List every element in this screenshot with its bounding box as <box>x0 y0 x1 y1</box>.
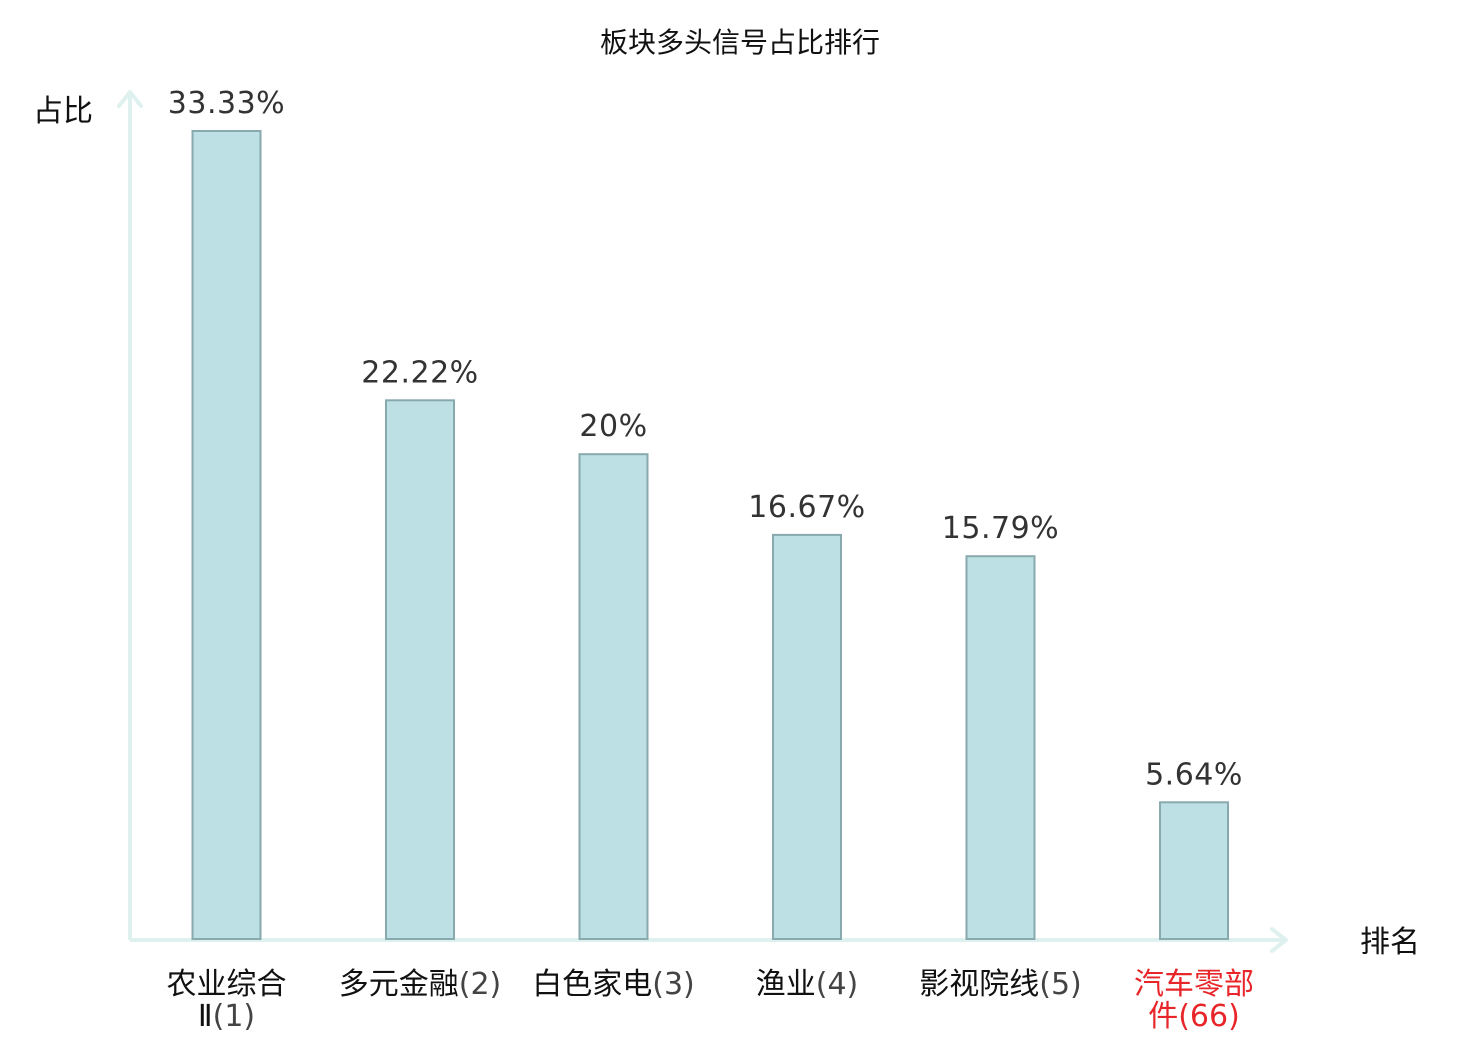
bar-series <box>191 130 1229 941</box>
category-rank: (1) <box>213 999 256 1034</box>
bar-value-label: 5.64% <box>1145 757 1243 792</box>
category-rank: (2) <box>459 967 502 1002</box>
category-rank: (5) <box>1039 967 1082 1002</box>
bar-value-label: 16.67% <box>748 490 865 525</box>
x-tick-label: 农业综合 Ⅱ(1) <box>167 967 287 1034</box>
category-rank: (4) <box>816 967 859 1002</box>
value-labels: 33.33% 22.22% 20% 16.67% 15.79% 5.64% <box>168 86 1243 792</box>
category-name-continued: 件 <box>1148 999 1178 1034</box>
x-tick-label: 多元金融(2) <box>339 967 502 1002</box>
x-tick-label: 汽车零部件(66) <box>1134 967 1254 1034</box>
bar-value-label: 20% <box>579 409 647 444</box>
x-tick-label: 影视院线(5) <box>919 967 1082 1002</box>
category-rank: (3) <box>652 967 695 1002</box>
bar <box>965 555 1036 940</box>
bar <box>1159 801 1229 940</box>
bar <box>191 130 262 940</box>
category-name: 多元金融 <box>339 967 459 1002</box>
category-name: 农业综合 <box>167 967 287 1002</box>
bar-value-label: 33.33% <box>168 86 285 121</box>
x-axis-label: 排名 <box>1360 925 1420 960</box>
category-rank: (66) <box>1178 999 1240 1034</box>
x-axis-arrow <box>1270 927 1288 953</box>
bar-value-label: 22.22% <box>361 355 478 390</box>
bar <box>772 533 842 941</box>
y-axis: 占比 <box>33 90 143 940</box>
x-tick-label: 渔业(4) <box>756 967 859 1002</box>
category-name: 汽车零部 <box>1134 967 1254 1002</box>
chart-title: 板块多头信号占比排行 <box>600 26 880 59</box>
bar-value-label: 15.79% <box>942 511 1059 546</box>
y-axis-label: 占比 <box>33 94 93 129</box>
y-axis-arrow <box>117 90 143 108</box>
bar <box>578 453 649 940</box>
bar <box>385 399 455 940</box>
category-name: 白色家电 <box>532 967 652 1002</box>
x-axis: 排名 <box>130 925 1420 960</box>
category-name-continued: Ⅱ <box>198 999 213 1034</box>
category-name: 渔业 <box>756 967 816 1002</box>
x-tick-label: 白色家电(3) <box>532 967 695 1002</box>
category-labels: 农业综合 Ⅱ(1)多元金融(2) 白色家电(3) 渔业(4) 影视院线(5) 汽车零部件(… <box>167 967 1255 1034</box>
category-name: 影视院线 <box>919 967 1039 1002</box>
